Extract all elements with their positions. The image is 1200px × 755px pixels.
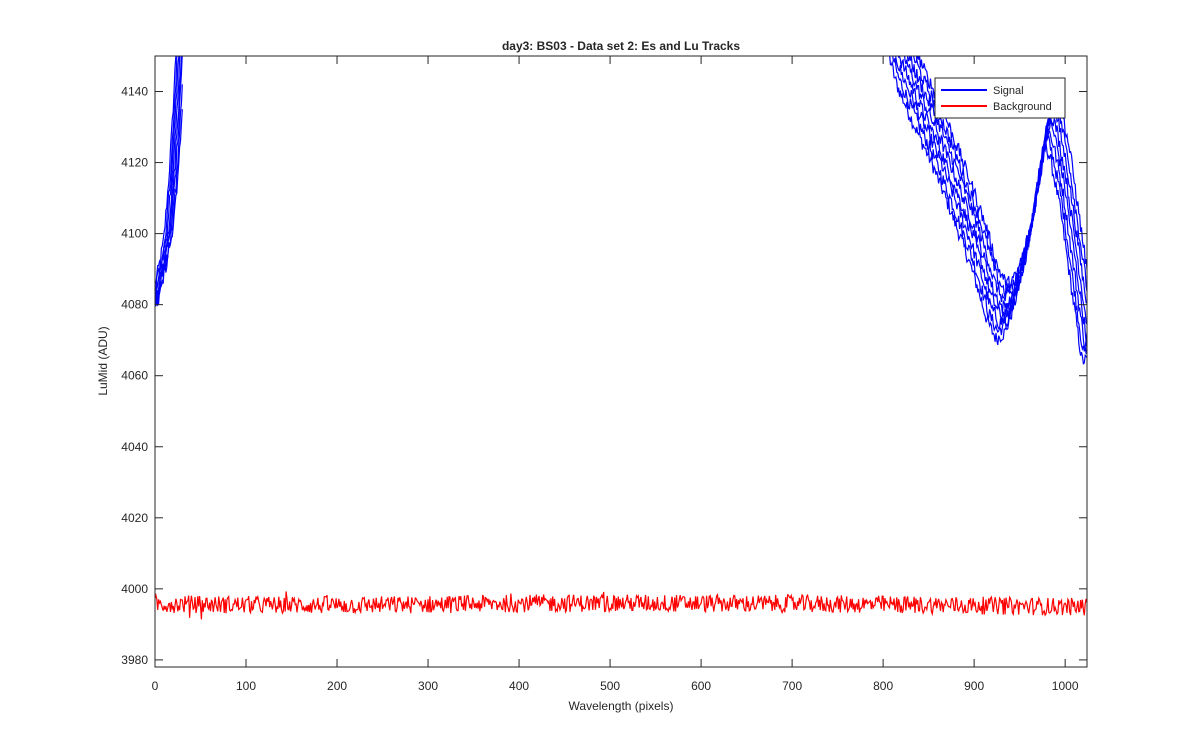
x-tick-label: 200 [327,679,347,693]
legend[interactable]: Signal Background [934,77,1066,119]
y-tick-label: 4020 [121,511,148,525]
x-tick-label: 900 [964,679,984,693]
y-axis-label: LuMid (ADU) [96,326,110,395]
signal-trace-left [155,56,180,303]
signal-trace-left [155,84,183,307]
y-tick-label: 4000 [121,582,148,596]
y-tick-label: 4140 [121,85,148,99]
signal-trace-left [155,109,183,301]
y-tick-label: 3980 [121,653,148,667]
signal-trace-left [155,56,181,301]
x-tick-label: 300 [418,679,438,693]
signal-trace-left [155,56,177,286]
y-tick-label: 4120 [121,156,148,170]
series-layer [155,56,1087,620]
signal-trace-left [155,56,183,307]
y-axis: 3980 4000 4020 4040 4060 4080 4100 4120 4140 [121,85,1087,667]
y-tick-label: 4060 [121,369,148,383]
x-tick-label: 0 [152,679,159,693]
axes-box [154,55,1088,668]
y-tick-label: 4080 [121,298,148,312]
chart-title: day3: BS03 - Data set 2: Es and Lu Track… [502,39,740,53]
x-tick-label: 1000 [1052,679,1079,693]
background-trace [155,591,1087,620]
plot-area [155,56,1087,667]
signal-trace-right [892,56,1087,354]
signal-trace-right [897,56,1087,343]
signal-trace-right [889,56,1087,365]
x-tick-label: 500 [600,679,620,693]
legend-signal-label: Signal [993,85,1024,97]
signal-trace-right [903,56,1087,325]
x-axis: 0 100 200 300 400 500 600 700 800 900 1000 [152,56,1079,693]
y-tick-label: 4040 [121,440,148,454]
x-tick-label: 400 [509,679,529,693]
legend-background-label: Background [993,101,1052,113]
y-tick-label: 4100 [121,227,148,241]
x-tick-label: 700 [782,679,802,693]
x-tick-label: 800 [873,679,893,693]
x-tick-label: 600 [691,679,711,693]
x-tick-label: 100 [236,679,256,693]
legend-box [934,77,1066,119]
x-axis-label: Wavelength (pixels) [569,699,674,713]
signal-trace-right [895,56,1087,350]
